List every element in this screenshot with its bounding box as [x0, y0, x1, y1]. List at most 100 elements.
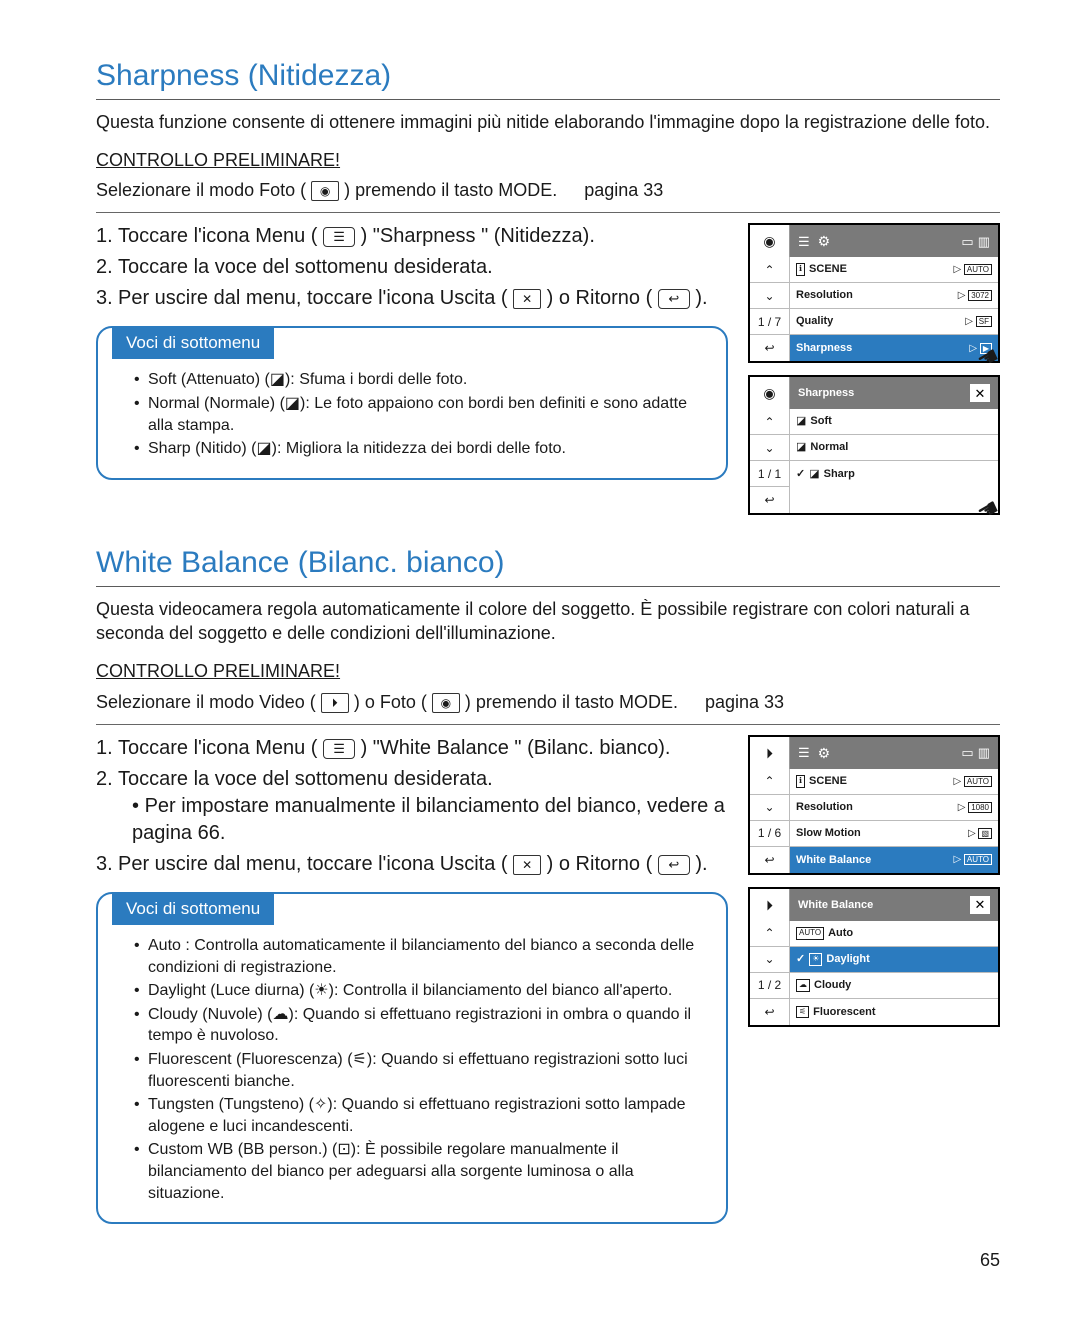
t: Custom WB (BB person.) (	[148, 1142, 337, 1159]
page-counter: 1 / 1	[750, 461, 789, 487]
wb-intro: Questa videocamera regola automaticament…	[96, 597, 1000, 646]
t: Per uscire dal menu, toccare l'icona Usc…	[118, 853, 508, 875]
menu-row[interactable]: ℹSCENE▷ AUTO	[790, 257, 998, 283]
row-label: Fluorescent	[813, 1005, 992, 1020]
page-ref: pagina 33	[584, 180, 663, 200]
up-button[interactable]: ⌃	[750, 769, 789, 795]
t: ): Controlla il bilanciamento del bianco…	[329, 982, 673, 999]
step-2: Toccare la voce del sottomenu desiderata…	[96, 254, 728, 281]
steps: Toccare l'icona Menu ( ☰ ) "White Balanc…	[96, 735, 728, 1224]
wb-screens: ⏵ ☰ ⚙ ▭▥ ⌃ ⌄ 1 / 6 ↩ ℹSCENE▷ AUTOResolut…	[748, 735, 1000, 1027]
row-label: Sharpness	[796, 341, 965, 356]
close-button[interactable]: ✕	[970, 384, 990, 402]
down-button[interactable]: ⌄	[750, 795, 789, 821]
photo-icon: ◪	[270, 369, 285, 391]
t: Auto : Controlla automaticamente il bila…	[148, 937, 694, 976]
sharpness-steps-wrap: Toccare l'icona Menu ( ☰ ) "Sharpness " …	[96, 223, 1000, 515]
card-icon: ▭	[961, 233, 973, 251]
t: Selezionare il modo Video (	[96, 692, 316, 712]
row-label: Normal	[810, 440, 992, 455]
exit-icon: ✕	[513, 855, 541, 875]
gear-icon: ⚙	[818, 744, 831, 763]
menu-row[interactable]: ⚟ Fluorescent	[790, 999, 998, 1025]
return-button[interactable]: ↩	[750, 487, 789, 513]
photo-icon: ◪	[256, 438, 271, 460]
row-icon: ℹ	[796, 775, 805, 788]
row-icon: ☁	[796, 979, 810, 992]
down-button[interactable]: ⌄	[750, 435, 789, 461]
menu-row[interactable]: ◪ Normal	[790, 435, 998, 461]
menu-row[interactable]: ✓ ☀ Daylight	[790, 947, 998, 973]
item: Auto : Controlla automaticamente il bila…	[134, 935, 702, 978]
prelim-label: CONTROLLO PRELIMINARE!	[96, 659, 1000, 683]
menu-row[interactable]: Slow Motion ▷ ▧	[790, 821, 998, 847]
row-icon: ☀	[809, 953, 822, 966]
gear-icon: ⚙	[818, 232, 831, 251]
submenu-box: Voci di sottomenu Soft (Attenuato) (◪): …	[96, 326, 728, 479]
return-button[interactable]: ↩	[750, 999, 789, 1025]
battery-icon: ▥	[978, 233, 990, 251]
menu-row[interactable]: Sharpness▷ ▶	[790, 335, 998, 361]
divider	[96, 724, 1000, 725]
photo-icon: ◪	[809, 467, 819, 482]
up-button[interactable]: ⌃	[750, 257, 789, 283]
t: Cloudy (Nuvole) (	[148, 1006, 272, 1023]
submenu-list: Soft (Attenuato) (◪): Sfuma i bordi dell…	[98, 359, 726, 477]
menu-row[interactable]: AUTO Auto	[790, 921, 998, 947]
camera-icon: ◉	[311, 181, 339, 201]
check-icon: ✓	[796, 952, 805, 967]
row-value: ▷ AUTO	[953, 263, 992, 277]
t: ) o Foto (	[354, 692, 427, 712]
row-label: Daylight	[826, 952, 992, 967]
menu-row[interactable]: ☁Cloudy	[790, 973, 998, 999]
row-label: Slow Motion	[796, 826, 964, 841]
down-button[interactable]: ⌄	[750, 283, 789, 309]
row-value: ▷ ▧	[968, 827, 992, 841]
menu-row[interactable]: ℹSCENE▷ AUTO	[790, 769, 998, 795]
steps: Toccare l'icona Menu ( ☰ ) "Sharpness " …	[96, 223, 728, 479]
photo-icon: ◪	[796, 440, 806, 455]
return-button[interactable]: ↩	[750, 335, 789, 361]
return-button[interactable]: ↩	[750, 847, 789, 873]
page-counter: 1 / 6	[750, 821, 789, 847]
row-icon: ⚟	[796, 1006, 809, 1019]
menu-row[interactable]: Resolution▷ 3072	[790, 283, 998, 309]
t: Toccare la voce del sottomenu desiderata…	[118, 768, 493, 790]
up-button[interactable]: ⌃	[750, 921, 789, 947]
battery-icon: ▥	[978, 744, 990, 762]
row-icon: AUTO	[796, 927, 824, 940]
t: ).	[695, 287, 707, 309]
exit-icon: ✕	[513, 289, 541, 309]
check-icon: ✓	[796, 467, 805, 482]
wb-type-icon: ⊡	[337, 1139, 350, 1161]
page-counter: 1 / 7	[750, 309, 789, 335]
close-button[interactable]: ✕	[970, 896, 990, 914]
camera-tab: ◉	[750, 377, 790, 409]
card-icon: ▭	[961, 744, 973, 762]
video-tab: ⏵	[750, 889, 790, 921]
t: Fluorescent (Fluorescenza) (	[148, 1051, 353, 1068]
wb-type-icon: ☁	[272, 1004, 288, 1026]
screen-header: ⏵ ☰ ⚙ ▭▥	[750, 737, 998, 769]
screen-header: ⏵ White Balance✕	[750, 889, 998, 921]
section-whitebalance: White Balance (Bilanc. bianco) Questa vi…	[96, 543, 1000, 1224]
video-tab: ⏵	[750, 737, 790, 769]
t: ) o Ritorno (	[547, 853, 653, 875]
down-button[interactable]: ⌄	[750, 947, 789, 973]
row-label: Auto	[828, 926, 992, 941]
menu-row[interactable]: Resolution▷ 1080	[790, 795, 998, 821]
list-icon: ☰	[798, 233, 810, 251]
up-button[interactable]: ⌃	[750, 409, 789, 435]
row-icon: ℹ	[796, 263, 805, 276]
item: Daylight (Luce diurna) (☀): Controlla il…	[134, 980, 702, 1002]
item: Fluorescent (Fluorescenza) (⚟): Quando s…	[134, 1049, 702, 1092]
menu-row[interactable]: ◪Soft	[790, 409, 998, 435]
menu-row[interactable]: Quality▷ SF	[790, 309, 998, 335]
camera-tab: ◉	[750, 225, 790, 257]
item: Normal (Normale) (◪): Le foto appaiono c…	[134, 393, 702, 436]
t: ): Migliora la nitidezza dei bordi delle…	[272, 440, 566, 457]
t: Per uscire dal menu, toccare l'icona Usc…	[118, 287, 508, 309]
step-list: Toccare l'icona Menu ( ☰ ) "White Balanc…	[96, 735, 728, 878]
menu-row[interactable]: ✓◪Sharp	[790, 461, 998, 487]
menu-row[interactable]: White Balance▷ AUTO	[790, 847, 998, 873]
